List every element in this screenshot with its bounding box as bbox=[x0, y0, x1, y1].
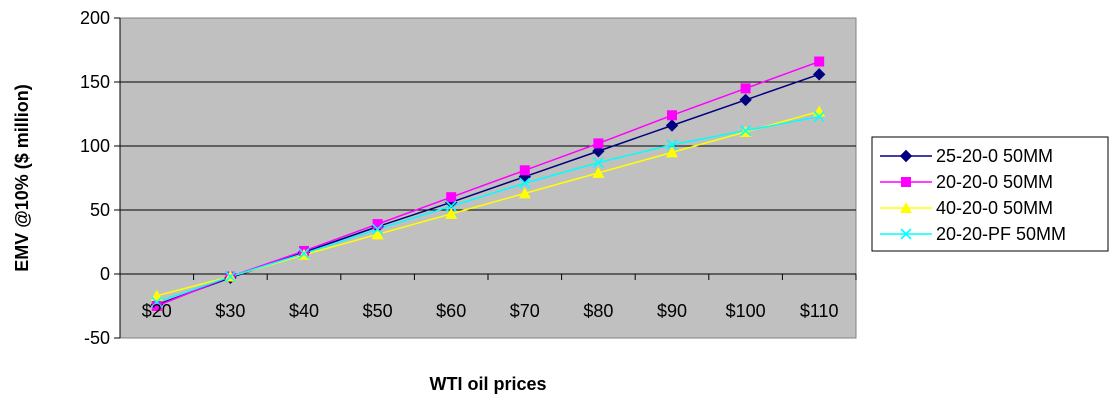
x-tick-label-6: $80 bbox=[583, 301, 613, 321]
point-s1-5 bbox=[519, 165, 530, 176]
legend-marker-0 bbox=[899, 149, 913, 163]
x-tick-label-1: $30 bbox=[215, 301, 245, 321]
point-s3-7 bbox=[666, 139, 678, 151]
legend-label-2: 40-20-0 50MM bbox=[936, 198, 1053, 218]
x-tick-label-9: $110 bbox=[800, 301, 839, 321]
x-tick-labels: $20 $30 $40 $50 $60 $70 $80 $90 $100 $110 bbox=[142, 301, 839, 321]
point-s3-5 bbox=[519, 177, 531, 189]
legend-marker-2 bbox=[900, 202, 912, 213]
y-tick-label-4: 150 bbox=[80, 72, 110, 92]
point-s3-3 bbox=[372, 223, 384, 235]
x-tick-label-7: $90 bbox=[657, 301, 687, 321]
point-s3-4 bbox=[445, 200, 457, 212]
legend-label-1: 20-20-0 50MM bbox=[936, 172, 1053, 192]
point-s3-1 bbox=[224, 270, 236, 283]
point-s0-9 bbox=[812, 68, 826, 81]
x-tick-label-0: $20 bbox=[142, 301, 172, 321]
point-s2-7 bbox=[666, 146, 678, 158]
point-s3-8 bbox=[740, 125, 752, 137]
point-s1-7 bbox=[667, 110, 677, 121]
point-s3-0 bbox=[151, 296, 163, 308]
point-s1-4 bbox=[446, 192, 457, 203]
y-tick-label-1: 0 bbox=[100, 264, 110, 284]
plot-area bbox=[119, 17, 857, 339]
x-tick-label-4: $60 bbox=[436, 301, 466, 321]
point-s3-9 bbox=[813, 110, 825, 123]
y-tick-label-0: -50 bbox=[84, 328, 110, 348]
x-tick-label-2: $40 bbox=[289, 301, 319, 321]
point-s1-8 bbox=[740, 83, 751, 94]
series-markers bbox=[150, 56, 826, 311]
series-lines bbox=[156, 60, 820, 307]
point-s1-6 bbox=[593, 138, 604, 149]
x-tick-label-3: $50 bbox=[363, 301, 393, 321]
point-s3-2 bbox=[298, 247, 310, 260]
point-s2-4 bbox=[445, 207, 458, 219]
y-tick-labels: -50 0 50 100 150 200 bbox=[80, 8, 110, 348]
legend-label-3: 20-20-PF 50MM bbox=[936, 224, 1066, 244]
legend-items: 25-20-0 50MM 20-20-0 50MM 40-20-0 50MM 20-2… bbox=[880, 146, 1066, 244]
point-s1-3 bbox=[372, 219, 383, 230]
series-line-3 bbox=[156, 115, 820, 303]
y-tick-label-2: 50 bbox=[90, 200, 110, 220]
legend-label-0: 25-20-0 50MM bbox=[936, 146, 1053, 166]
point-s2-0 bbox=[150, 289, 163, 301]
series-line-1 bbox=[156, 60, 820, 307]
legend: 25-20-0 50MM 20-20-0 50MM 40-20-0 50MM 20-2… bbox=[871, 136, 1109, 252]
point-s2-6 bbox=[592, 166, 605, 178]
point-s3-6 bbox=[592, 157, 604, 169]
point-s2-5 bbox=[518, 187, 531, 199]
point-s1-0 bbox=[151, 301, 162, 311]
x-tick-label-5: $70 bbox=[510, 301, 540, 321]
legend-marker-1 bbox=[901, 177, 911, 187]
x-axis-title: WTI oil prices bbox=[429, 374, 546, 394]
x-tick-label-8: $100 bbox=[726, 301, 766, 321]
y-axis-title: EMV @10% ($ million) bbox=[12, 84, 32, 272]
point-s1-9 bbox=[814, 56, 825, 67]
point-s0-8 bbox=[739, 93, 752, 107]
point-s2-3 bbox=[371, 228, 384, 240]
legend-marker-3 bbox=[900, 228, 912, 240]
y-tick-label-3: 100 bbox=[80, 136, 110, 156]
point-s0-7 bbox=[665, 119, 679, 132]
y-tick-label-5: 200 bbox=[80, 8, 110, 28]
